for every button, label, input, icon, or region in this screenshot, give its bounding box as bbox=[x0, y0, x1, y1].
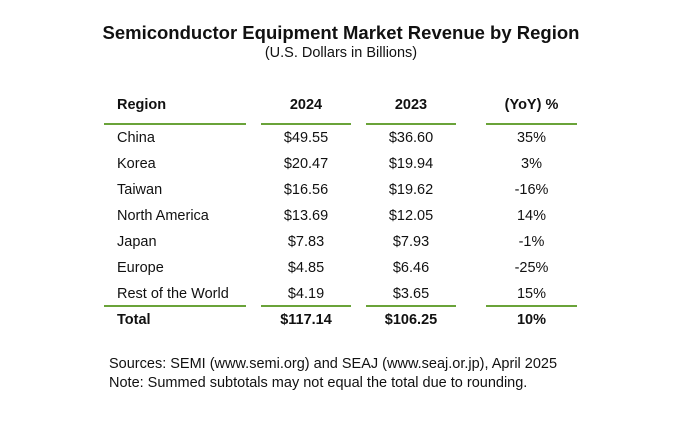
value-2023-cell: $7.93 bbox=[392, 234, 430, 250]
value-2023-cell: $12.05 bbox=[388, 208, 434, 224]
yoy-cell: 15% bbox=[516, 286, 547, 302]
yoy-cell: -1% bbox=[518, 234, 545, 250]
yoy-cell: 3% bbox=[521, 156, 542, 172]
page-title: Semiconductor Equipment Market Revenue b… bbox=[102, 22, 580, 43]
value-2024-cell: $4.85 bbox=[287, 260, 325, 276]
table-header-row: Region 2024 2023 (YoY) % bbox=[0, 92, 682, 118]
table-row: Europe $4.85 $6.46 -25% bbox=[0, 255, 682, 281]
yoy-cell: 14% bbox=[516, 208, 547, 224]
yoy-cell: -16% bbox=[514, 182, 549, 198]
header-2023: 2023 bbox=[394, 97, 428, 113]
yoy-cell: 35% bbox=[516, 130, 547, 146]
table-row: China $49.55 $36.60 35% bbox=[0, 125, 682, 151]
header-rule bbox=[366, 123, 456, 125]
value-2024-cell: $20.47 bbox=[283, 156, 329, 172]
table-row: North America $13.69 $12.05 14% bbox=[0, 203, 682, 229]
header-region: Region bbox=[117, 97, 167, 113]
table-row: Korea $20.47 $19.94 3% bbox=[0, 151, 682, 177]
table-row: Taiwan $16.56 $19.62 -16% bbox=[0, 177, 682, 203]
total-rule bbox=[486, 305, 577, 307]
value-2024-cell: $16.56 bbox=[283, 182, 329, 198]
total-label: Total bbox=[117, 312, 151, 328]
total-rule bbox=[261, 305, 351, 307]
rounding-note: Note: Summed subtotals may not equal the… bbox=[109, 375, 528, 391]
header-rule bbox=[486, 123, 577, 125]
header-2024: 2024 bbox=[289, 97, 323, 113]
region-cell: China bbox=[117, 130, 155, 146]
total-yoy: 10% bbox=[516, 312, 547, 328]
value-2024-cell: $4.19 bbox=[287, 286, 325, 302]
yoy-cell: -25% bbox=[514, 260, 549, 276]
region-cell: North America bbox=[117, 208, 209, 224]
value-2023-cell: $3.65 bbox=[392, 286, 430, 302]
total-2024: $117.14 bbox=[280, 312, 332, 328]
region-cell: Japan bbox=[117, 234, 157, 250]
value-2023-cell: $6.46 bbox=[392, 260, 430, 276]
header-rule bbox=[104, 123, 246, 125]
page-subtitle: (U.S. Dollars in Billions) bbox=[264, 45, 418, 61]
header-rule bbox=[261, 123, 351, 125]
value-2023-cell: $36.60 bbox=[388, 130, 434, 146]
total-2023: $106.25 bbox=[384, 312, 438, 328]
value-2023-cell: $19.94 bbox=[388, 156, 434, 172]
region-cell: Korea bbox=[117, 156, 156, 172]
total-row: Total $117.14 $106.25 10% bbox=[0, 307, 682, 333]
region-cell: Europe bbox=[117, 260, 164, 276]
sources-note: Sources: SEMI (www.semi.org) and SEAJ (w… bbox=[109, 356, 558, 372]
value-2023-cell: $19.62 bbox=[388, 182, 434, 198]
table-row: Rest of the World $4.19 $3.65 15% bbox=[0, 281, 682, 307]
value-2024-cell: $49.55 bbox=[283, 130, 329, 146]
table-row: Japan $7.83 $7.93 -1% bbox=[0, 229, 682, 255]
value-2024-cell: $13.69 bbox=[283, 208, 329, 224]
value-2024-cell: $7.83 bbox=[287, 234, 325, 250]
total-rule bbox=[104, 305, 246, 307]
region-cell: Rest of the World bbox=[117, 286, 229, 302]
header-yoy: (YoY) % bbox=[504, 97, 559, 113]
total-rule bbox=[366, 305, 456, 307]
region-cell: Taiwan bbox=[117, 182, 163, 198]
